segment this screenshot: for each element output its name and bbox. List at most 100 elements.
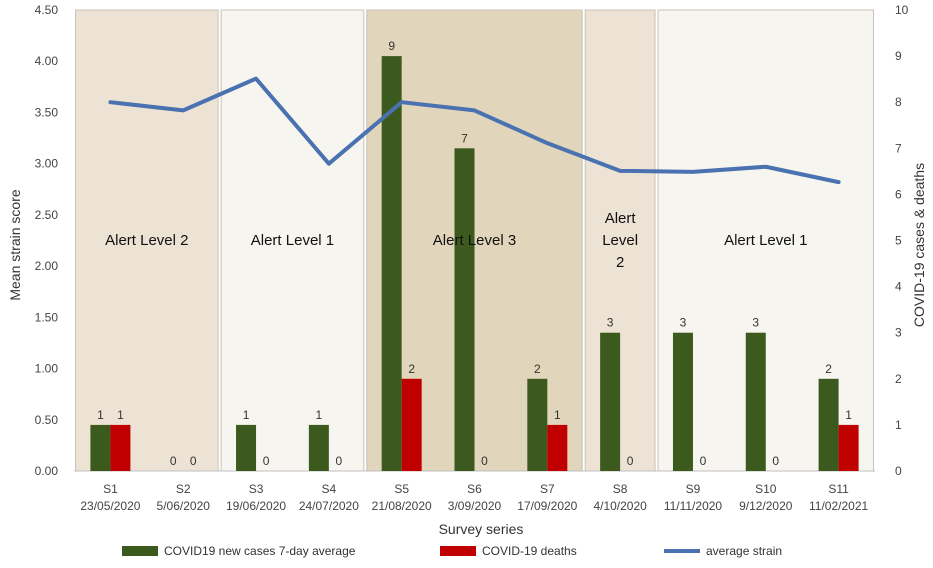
data-label-cases-S1: 1 [97, 408, 104, 422]
bar-cases-S9 [672, 332, 693, 471]
x-axis-title: Survey series [439, 521, 524, 537]
data-label-cases-S6: 7 [461, 131, 468, 145]
data-label-cases-S3: 1 [243, 408, 250, 422]
x-tick-date: 19/06/2020 [226, 499, 286, 513]
x-tick-survey: S10 [755, 482, 777, 496]
y-left-tick: 0.00 [35, 464, 59, 478]
alert-zone-2 [220, 9, 365, 472]
legend-label-strain: average strain [706, 544, 782, 558]
data-label-deaths-S8: 0 [627, 454, 634, 468]
y-left-tick: 2.50 [35, 208, 59, 222]
alert-zone-label: Alert Level 2 [105, 232, 188, 249]
x-tick-survey: S9 [686, 482, 701, 496]
point-average-strain-S5 [401, 101, 403, 103]
data-label-cases-S2: 0 [170, 454, 177, 468]
bar-deaths-S7 [547, 424, 568, 471]
data-label-deaths-S10: 0 [772, 454, 779, 468]
y-left-tick: 0.50 [35, 413, 59, 427]
x-tick-survey: S11 [828, 482, 849, 496]
y-right-tick: 0 [895, 464, 902, 478]
bar-cases-S7 [527, 378, 548, 471]
x-tick-survey: S6 [467, 482, 482, 496]
x-tick-survey: S3 [249, 482, 264, 496]
alert-zone-4 [584, 9, 656, 472]
data-label-cases-S4: 1 [316, 408, 323, 422]
data-label-cases-S7: 2 [534, 362, 541, 376]
y-right-tick: 9 [895, 49, 902, 63]
bar-deaths-S5 [401, 378, 422, 471]
bar-deaths-S11 [838, 424, 859, 471]
y-axis-left-title: Mean strain score [7, 189, 23, 300]
x-tick-date: 3/09/2020 [448, 499, 502, 513]
x-tick-date: 11/11/2020 [664, 499, 723, 513]
x-tick-date: 23/05/2020 [80, 499, 140, 513]
alert-zone-label: Alert Level 1 [251, 232, 334, 249]
x-tick-survey: S8 [613, 482, 628, 496]
y-left-tick: 1.50 [35, 310, 59, 324]
legend-label-deaths: COVID-19 deaths [482, 544, 577, 558]
point-average-strain-S10 [765, 166, 767, 168]
y-right-tick: 6 [895, 187, 902, 201]
point-average-strain-S4 [328, 163, 330, 165]
y-right-tick: 4 [895, 280, 902, 294]
legend-label-cases: COVID19 new cases 7-day average [164, 544, 356, 558]
legend-swatch-deaths [440, 546, 476, 556]
data-label-cases-S8: 3 [607, 316, 614, 330]
legend-swatch-cases [122, 546, 158, 556]
data-label-deaths-S4: 0 [336, 454, 343, 468]
data-label-cases-S11: 2 [825, 362, 832, 376]
alert-zone-label: 2 [616, 254, 624, 271]
point-average-strain-S2 [182, 109, 184, 111]
bar-cases-S5 [381, 56, 402, 471]
x-tick-date: 9/12/2020 [739, 499, 793, 513]
y-left-tick: 3.00 [35, 157, 59, 171]
x-tick-date: 11/02/2021 [809, 499, 868, 513]
data-label-deaths-S5: 2 [408, 362, 415, 376]
y-axis-right-title: COVID-19 cases & deaths [911, 163, 927, 327]
y-left-tick: 1.00 [35, 362, 59, 376]
y-right-tick: 10 [895, 3, 909, 17]
y-right-tick: 8 [895, 95, 902, 109]
x-tick-survey: S4 [322, 482, 337, 496]
data-label-cases-S10: 3 [752, 316, 759, 330]
x-tick-date: 17/09/2020 [517, 499, 577, 513]
y-right-tick: 3 [895, 326, 902, 340]
x-tick-date: 24/07/2020 [299, 499, 359, 513]
alert-zone-label: Level [602, 232, 638, 249]
x-tick-date: 21/08/2020 [372, 499, 432, 513]
x-tick-survey: S7 [540, 482, 555, 496]
point-average-strain-S11 [838, 181, 840, 183]
y-left-tick: 4.50 [35, 3, 59, 17]
data-label-deaths-S7: 1 [554, 408, 561, 422]
data-label-deaths-S1: 1 [117, 408, 124, 422]
x-tick-survey: S1 [103, 482, 118, 496]
bar-deaths-S1 [110, 424, 131, 471]
y-left-tick: 2.00 [35, 259, 59, 273]
x-tick-survey: S5 [394, 482, 409, 496]
x-tick-date: 4/10/2020 [593, 499, 647, 513]
y-right-tick: 2 [895, 372, 902, 386]
y-left-tick: 3.50 [35, 105, 59, 119]
point-average-strain-S7 [546, 142, 548, 144]
y-right-tick: 7 [895, 141, 902, 155]
x-tick-survey: S2 [176, 482, 191, 496]
y-right-tick: 1 [895, 418, 902, 432]
bar-cases-S11 [818, 378, 839, 471]
bar-cases-S8 [600, 332, 621, 471]
point-average-strain-S1 [109, 101, 111, 103]
data-label-deaths-S6: 0 [481, 454, 488, 468]
alert-zone-label: Alert Level 3 [433, 232, 516, 249]
alert-zone-label: Alert Level 1 [724, 232, 807, 249]
data-label-cases-S5: 9 [388, 39, 395, 53]
y-right-tick: 5 [895, 234, 902, 248]
data-label-deaths-S11: 1 [845, 408, 852, 422]
point-average-strain-S8 [619, 170, 621, 172]
bar-cases-S3 [236, 424, 257, 471]
bar-cases-S1 [90, 424, 111, 471]
alert-zone-label: Alert [605, 210, 637, 227]
bar-cases-S4 [308, 424, 329, 471]
bar-cases-S6 [454, 148, 475, 472]
bar-cases-S10 [745, 332, 766, 471]
